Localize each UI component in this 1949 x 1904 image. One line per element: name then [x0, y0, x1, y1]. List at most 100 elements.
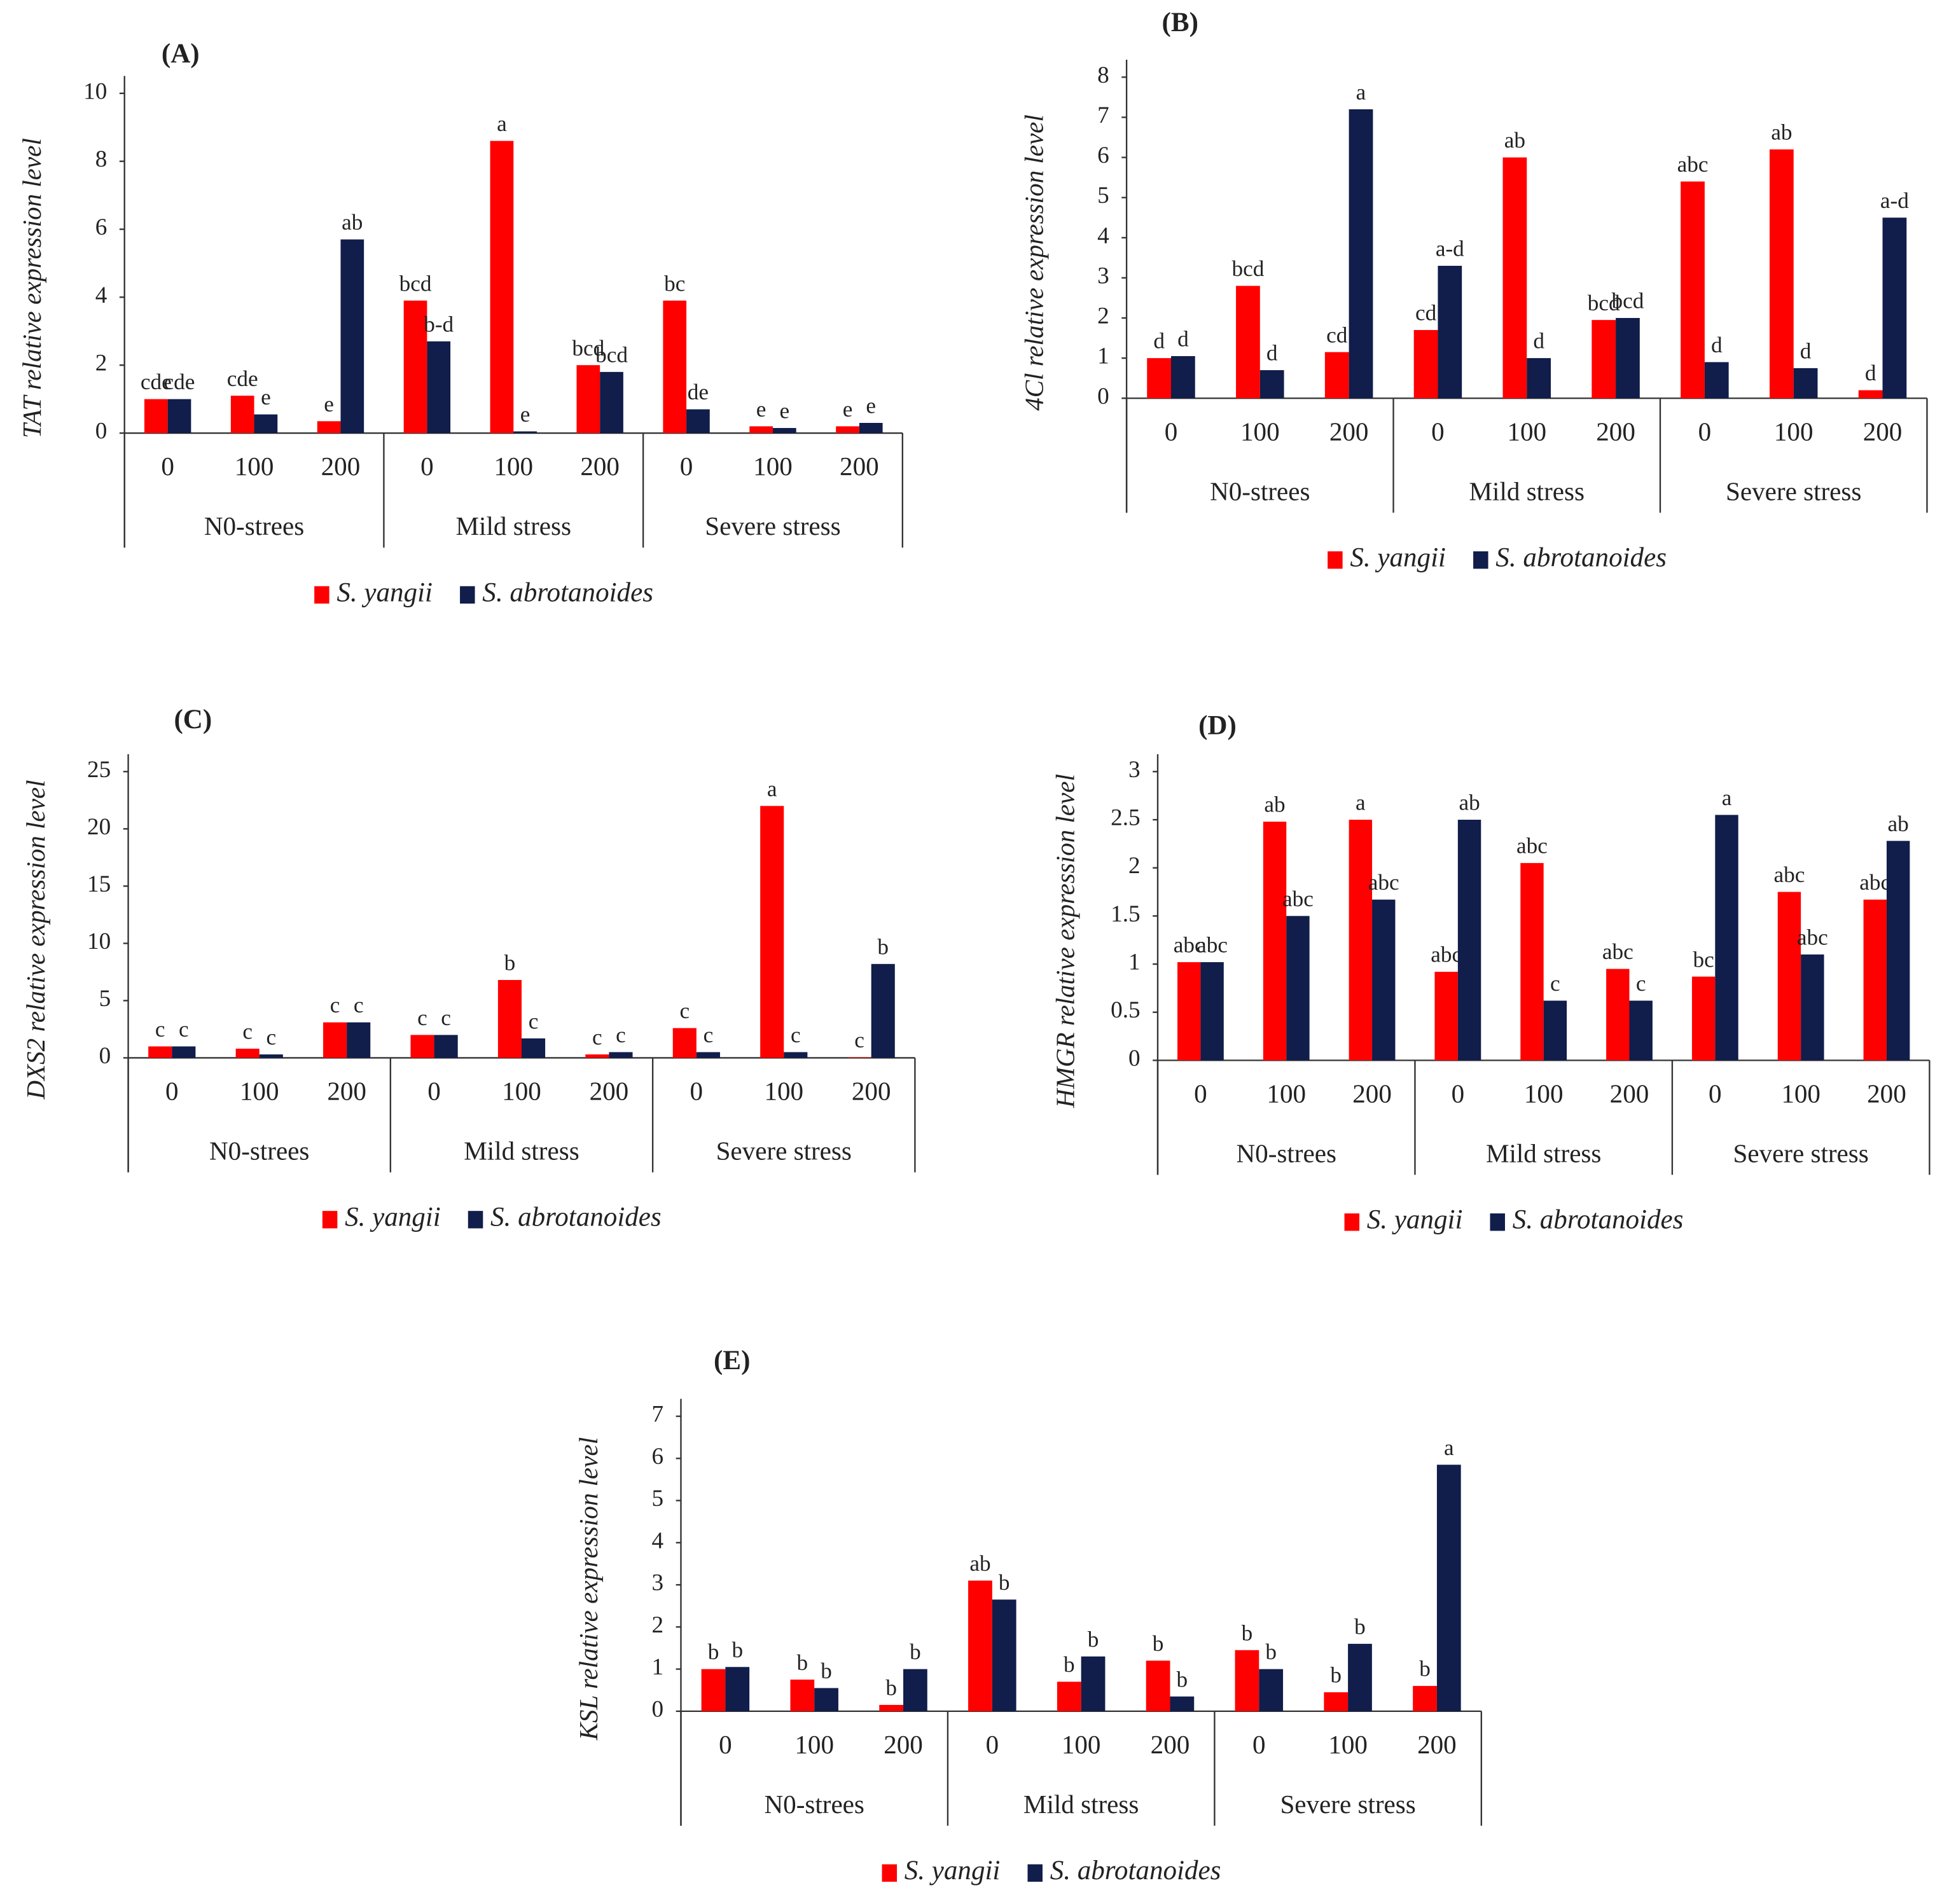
significance-label: b [877, 934, 889, 959]
significance-label: abc [1282, 886, 1314, 911]
bar [254, 414, 278, 434]
y-axis-label: TAT relative expression level [17, 138, 46, 438]
bar [1286, 916, 1310, 1061]
bar [521, 1038, 546, 1058]
significance-label: a [1722, 785, 1732, 810]
significance-label: c [155, 1017, 165, 1042]
y-tick-label: 6 [95, 214, 108, 240]
x-tick-label: 100 [794, 1730, 834, 1759]
significance-label: de [688, 380, 709, 404]
bar [1793, 368, 1818, 399]
y-axis-label: DXS2 relative expression level [21, 780, 50, 1100]
significance-label: abc [1797, 925, 1828, 949]
bar [1147, 358, 1171, 399]
significance-label: cde [164, 369, 195, 394]
y-tick-label: 2 [651, 1612, 663, 1638]
y-tick-label: 10 [83, 78, 107, 104]
group-label: Mild stress [1486, 1138, 1601, 1168]
legend-swatch [314, 586, 329, 604]
legend-swatch [1490, 1213, 1505, 1231]
bar [1349, 820, 1373, 1061]
significance-label: c [791, 1023, 801, 1047]
bar [259, 1054, 283, 1058]
panel-title: (C) [174, 705, 212, 735]
bar [859, 423, 883, 434]
x-tick-label: 100 [1774, 417, 1814, 446]
x-tick-label: 0 [427, 1077, 441, 1106]
bar [968, 1580, 992, 1711]
significance-label: c [441, 1005, 451, 1030]
legend-swatch [882, 1864, 898, 1882]
bar [1170, 1696, 1195, 1711]
x-tick-label: 200 [852, 1077, 891, 1106]
x-tick-label: 200 [1151, 1730, 1190, 1759]
bar [1349, 109, 1373, 399]
significance-label: b [1064, 1652, 1075, 1677]
y-tick-label: 1 [1097, 343, 1109, 369]
significance-label: bcd [572, 336, 604, 361]
bar [1235, 1650, 1259, 1711]
legend-label: S. abrotanoides [490, 1203, 662, 1232]
significance-label: c [679, 998, 690, 1023]
significance-label: e [520, 402, 531, 427]
significance-label: c [179, 1017, 189, 1042]
significance-label: d [1800, 338, 1812, 363]
bar [1438, 265, 1462, 399]
x-tick-label: 100 [1266, 1079, 1306, 1108]
legend-label: S. yangii [345, 1203, 441, 1232]
bar [230, 396, 254, 434]
legend-swatch [460, 586, 475, 604]
bar [696, 1052, 720, 1058]
x-tick-label: 0 [1698, 417, 1712, 446]
legend-label: S. abrotanoides [482, 577, 653, 607]
x-tick-label: 200 [1863, 417, 1903, 446]
significance-label: c [266, 1025, 276, 1050]
x-tick-label: 0 [1165, 417, 1178, 446]
legend-label: S. yangii [1350, 543, 1446, 573]
significance-label: ab [342, 210, 363, 235]
y-tick-label: 8 [1097, 62, 1109, 88]
significance-label: d [1533, 329, 1544, 354]
legend-label: S. abrotanoides [1495, 543, 1667, 573]
x-tick-label: 100 [235, 452, 274, 481]
significance-label: b [1177, 1667, 1188, 1692]
significance-label: a-d [1436, 237, 1464, 261]
legend-swatch [468, 1211, 483, 1229]
bar [403, 300, 427, 434]
group-label: Severe stress [1733, 1138, 1868, 1168]
bar [701, 1669, 726, 1711]
bar [1057, 1681, 1081, 1711]
y-axis-label: KSL relative expression level [574, 1437, 603, 1741]
significance-label: a [1444, 1435, 1454, 1460]
bar [1413, 329, 1438, 399]
bar [836, 426, 859, 434]
significance-label: bcd [1588, 291, 1620, 315]
bar [1081, 1656, 1106, 1711]
x-tick-label: 100 [1524, 1079, 1564, 1108]
legend-swatch [1473, 551, 1488, 569]
bar [235, 1049, 260, 1058]
significance-label: abc [1368, 870, 1399, 895]
x-tick-label: 100 [1062, 1730, 1101, 1759]
x-tick-label: 0 [690, 1077, 704, 1106]
bar [992, 1599, 1016, 1711]
chart-panel: (D) HMGR relative expression level 0 0.5 1 1.… [1051, 711, 1931, 1235]
x-tick-label: 200 [1610, 1079, 1649, 1108]
significance-label: b [1153, 1631, 1164, 1656]
x-tick-label: 200 [327, 1077, 366, 1106]
bar [1263, 822, 1287, 1061]
bar [1681, 181, 1705, 399]
legend-label: S. yangii [905, 1856, 1001, 1886]
y-tick-label: 5 [651, 1486, 663, 1512]
bar [1520, 863, 1544, 1061]
significance-label: c [529, 1009, 539, 1033]
y-tick-label: 20 [87, 814, 111, 840]
x-tick-label: 100 [1328, 1730, 1368, 1759]
bar [600, 371, 623, 434]
group-label: Mild stress [1023, 1790, 1139, 1819]
y-tick-label: 3 [1097, 263, 1109, 289]
bar [576, 365, 600, 434]
x-tick-label: 100 [1781, 1079, 1821, 1108]
bar [790, 1680, 815, 1711]
y-tick-label: 2 [1097, 303, 1109, 329]
